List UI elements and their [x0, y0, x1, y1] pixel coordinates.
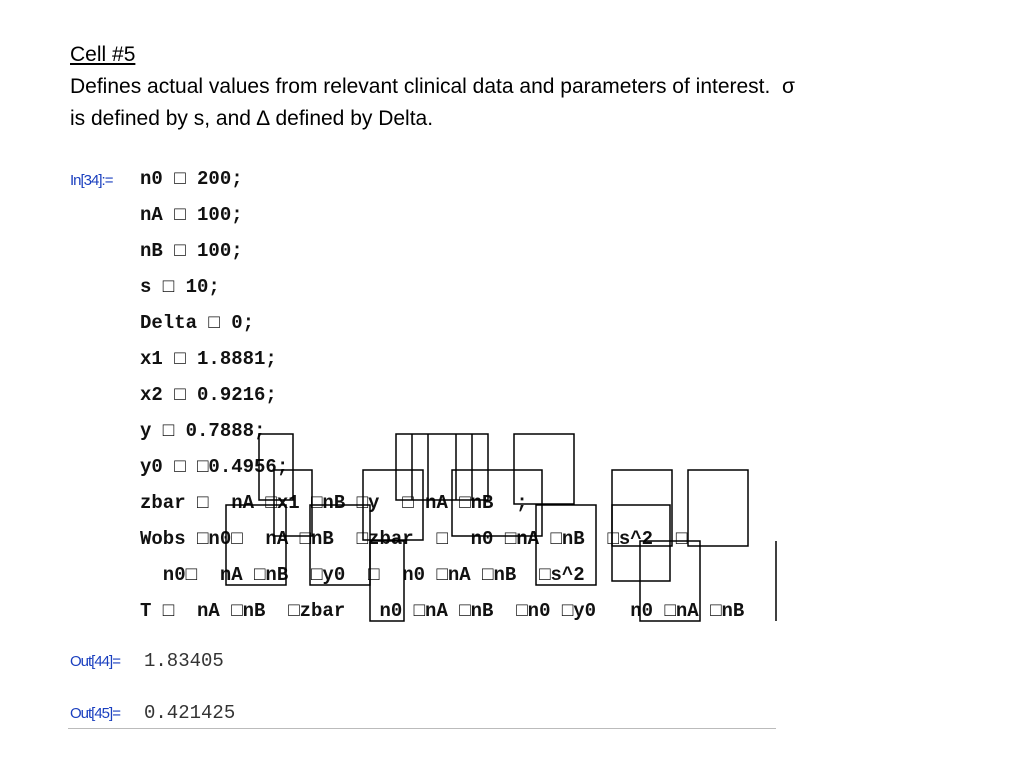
- output-value: 0.421425: [144, 702, 236, 724]
- code-line: nB □ 100;: [140, 240, 243, 262]
- code-line: x2 □ 0.9216;: [140, 384, 277, 406]
- code-line: y0 □ □0.4956;: [140, 456, 289, 478]
- output-value: 1.83405: [144, 650, 224, 672]
- cell-divider: [68, 728, 776, 729]
- input-label: In[34]:=: [70, 172, 113, 189]
- output-label: Out[45]=: [70, 705, 121, 722]
- code-line: nA □ 100;: [140, 204, 243, 226]
- code-line: Wobs □n0□ nA □nB □zbar □ n0 □nA □nB □s^2…: [140, 528, 688, 550]
- code-line: x1 □ 1.8881;: [140, 348, 277, 370]
- code-line: Delta □ 0;: [140, 312, 255, 334]
- code-line: n0□ nA □nB □y0 □ n0 □nA □nB □s^2: [140, 564, 585, 586]
- description: is defined by s, and ∆ defined by Delta.: [70, 107, 434, 130]
- cell-title: Cell #5: [70, 43, 136, 66]
- code-line: n0 □ 200;: [140, 168, 243, 190]
- code-line: T □ nA □nB □zbar n0 □nA □nB □n0 □y0 n0 □…: [140, 600, 745, 622]
- description: Defines actual values from relevant clin…: [70, 75, 795, 98]
- code-line: y □ 0.7888;: [140, 420, 266, 442]
- output-label: Out[44]=: [70, 653, 121, 670]
- code-line: s □ 10;: [140, 276, 220, 298]
